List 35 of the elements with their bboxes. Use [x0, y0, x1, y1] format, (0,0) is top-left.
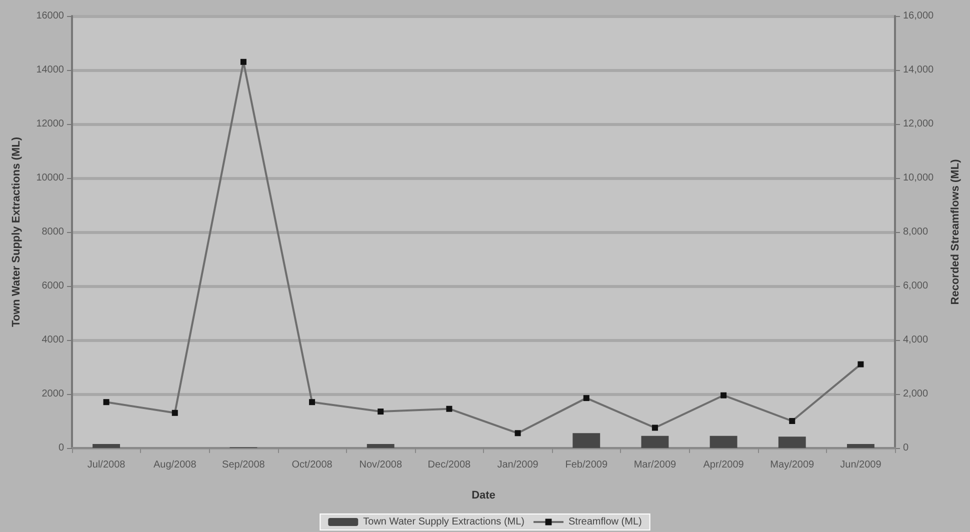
- x-tick-label: Oct/2008: [292, 460, 333, 470]
- x-tick-label: Aug/2008: [153, 460, 197, 470]
- y-tick-label: 0: [58, 442, 64, 454]
- y2-tick-label: 0: [903, 442, 909, 454]
- y-tick-label: 8000: [42, 226, 64, 238]
- x-tick-label: Apr/2009: [703, 460, 744, 470]
- x-tick-label: Feb/2009: [565, 460, 608, 470]
- x-tick-label: Jul/2008: [87, 460, 126, 470]
- x-tick-label: Nov/2008: [359, 460, 402, 470]
- x-tick-label: May/2009: [770, 460, 815, 470]
- y2-tick-label: 12,000: [903, 118, 934, 130]
- x-tick-label: Jan/2009: [497, 460, 539, 470]
- x-tick-label: Dec/2008: [428, 460, 472, 470]
- y-tick-label: 6000: [42, 280, 64, 292]
- y2-tick-label: 8,000: [903, 226, 928, 238]
- y2-tick-label: 6,000: [903, 280, 928, 292]
- x-tick-label: Mar/2009: [634, 460, 677, 470]
- y2-tick-label: 10,000: [903, 172, 934, 184]
- y2-tick-label: 4,000: [903, 334, 928, 346]
- y-axis-title: Town Water Supply Extractions (ML): [10, 136, 22, 328]
- y2-tick-label: 2,000: [903, 388, 928, 400]
- x-axis-title: Date: [472, 490, 496, 502]
- x-tick-label: Sep/2008: [222, 460, 266, 470]
- legend-label: Streamflow (ML): [568, 516, 642, 528]
- x-tick-label: Jun/2009: [840, 460, 882, 470]
- y-tick-label: 10000: [36, 172, 64, 184]
- legend-label: Town Water Supply Extractions (ML): [363, 516, 525, 528]
- y-tick-label: 4000: [42, 334, 64, 346]
- y-tick-label: 12000: [36, 118, 64, 130]
- y2-tick-label: 14,000: [903, 64, 934, 76]
- y2-tick-label: 16,000: [903, 10, 934, 22]
- y-tick-label: 16000: [36, 10, 64, 22]
- y-tick-label: 14000: [36, 64, 64, 76]
- y2-axis-title: Recorded Streamflows (ML): [950, 158, 962, 305]
- y-tick-label: 2000: [42, 388, 64, 400]
